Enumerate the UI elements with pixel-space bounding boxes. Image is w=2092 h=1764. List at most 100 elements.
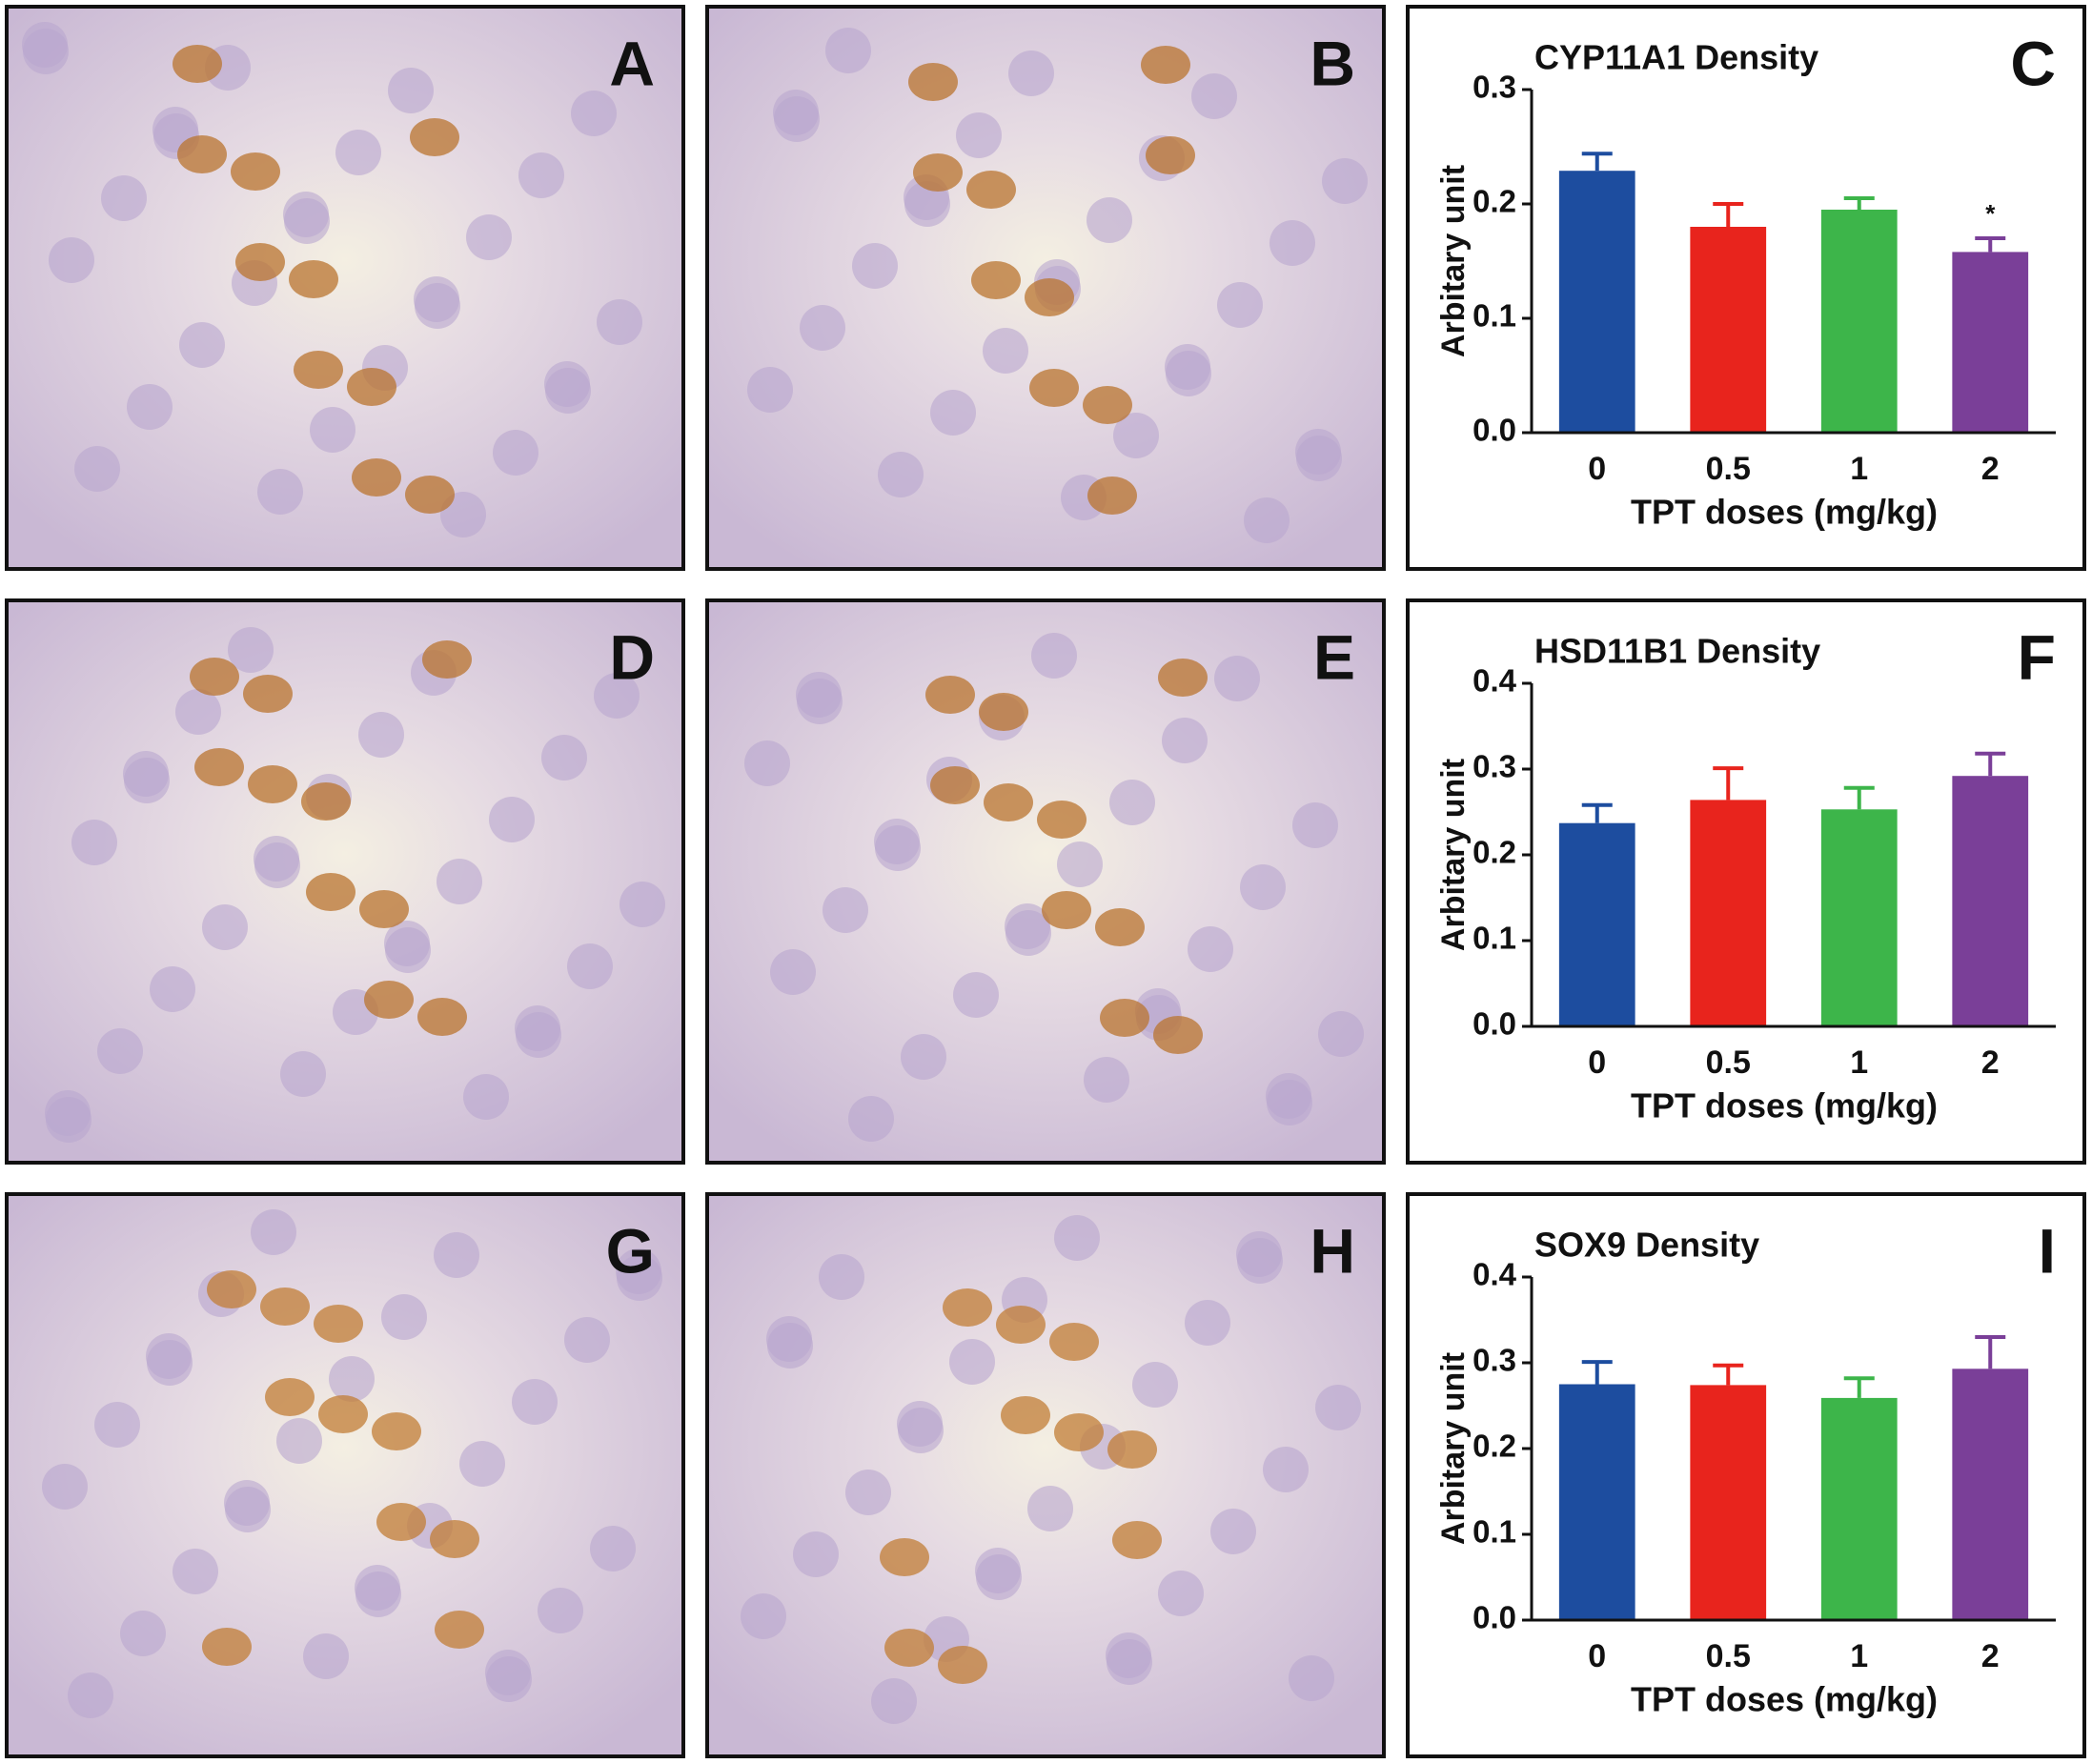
panel-label: G bbox=[606, 1215, 655, 1286]
panel-label: I bbox=[2039, 1215, 2056, 1286]
stained-cell bbox=[430, 1520, 479, 1558]
stained-cell bbox=[1087, 476, 1137, 515]
nucleus bbox=[567, 943, 613, 989]
stained-cell bbox=[417, 998, 467, 1036]
x-axis-label: TPT doses (mg/kg) bbox=[1631, 1680, 1938, 1719]
nucleus bbox=[1031, 633, 1077, 679]
nucleus bbox=[953, 972, 999, 1018]
stained-cell bbox=[1029, 369, 1079, 407]
y-tick-label: 0.0 bbox=[1473, 1006, 1516, 1042]
y-tick-label: 0.2 bbox=[1473, 1429, 1516, 1464]
nucleus bbox=[1191, 73, 1237, 119]
stained-cell bbox=[235, 243, 285, 281]
stained-cell bbox=[1083, 386, 1132, 424]
x-tick-label: 0 bbox=[1588, 1638, 1606, 1674]
stained-cell bbox=[1141, 46, 1190, 84]
nucleus bbox=[594, 673, 640, 719]
nucleus bbox=[94, 1402, 140, 1448]
nucleus bbox=[518, 152, 564, 198]
y-tick-label: 0.3 bbox=[1473, 70, 1516, 105]
nucleus bbox=[1188, 926, 1233, 972]
stained-cell bbox=[173, 45, 222, 83]
nucleus bbox=[463, 1074, 509, 1120]
x-tick-label: 0 bbox=[1588, 1044, 1606, 1081]
nucleus bbox=[49, 237, 94, 283]
x-tick-label: 2 bbox=[1981, 1638, 2000, 1674]
nucleus bbox=[1054, 1215, 1100, 1261]
y-axis-label: Arbitary unit bbox=[1435, 165, 1472, 357]
chart-title: SOX9 Density bbox=[1534, 1226, 1759, 1265]
nucleus bbox=[744, 740, 790, 786]
nucleus bbox=[124, 758, 170, 803]
nucleus bbox=[97, 1028, 143, 1074]
stained-cell bbox=[422, 640, 472, 679]
micrograph bbox=[7, 1194, 683, 1756]
nucleus bbox=[415, 283, 460, 329]
stained-cell bbox=[405, 476, 455, 514]
chart-title: HSD11B1 Density bbox=[1534, 632, 1820, 671]
nucleus bbox=[793, 1531, 839, 1577]
nucleus bbox=[335, 130, 381, 175]
bar bbox=[1690, 1385, 1767, 1620]
bar bbox=[1952, 776, 2029, 1026]
nucleus bbox=[1240, 864, 1286, 910]
nucleus bbox=[571, 91, 617, 136]
x-tick-label: 1 bbox=[1850, 451, 1868, 487]
x-tick-label: 0.5 bbox=[1706, 1044, 1751, 1081]
nucleus bbox=[1027, 1486, 1073, 1531]
y-tick-label: 0.3 bbox=[1473, 1343, 1516, 1378]
nucleus bbox=[310, 407, 355, 453]
nucleus bbox=[120, 1611, 166, 1656]
image-panel: B bbox=[705, 5, 1386, 571]
bar bbox=[1952, 1369, 2029, 1620]
nucleus bbox=[619, 882, 665, 927]
stained-cell bbox=[194, 748, 244, 786]
nucleus bbox=[1166, 351, 1211, 396]
stained-cell bbox=[359, 890, 409, 928]
stained-cell bbox=[1112, 1521, 1162, 1559]
nucleus bbox=[1132, 1362, 1178, 1408]
panel-border bbox=[705, 1192, 1386, 1758]
nucleus bbox=[1087, 197, 1132, 243]
stained-cell bbox=[376, 1503, 426, 1541]
nucleus bbox=[228, 627, 274, 673]
nucleus bbox=[1267, 1080, 1312, 1125]
nucleus bbox=[466, 214, 512, 260]
stained-cell bbox=[177, 135, 227, 173]
panel-label: B bbox=[1310, 28, 1355, 98]
panel-label: A bbox=[609, 28, 655, 98]
stained-cell bbox=[231, 152, 280, 191]
nucleus bbox=[1162, 718, 1208, 763]
nucleus bbox=[173, 1549, 218, 1594]
stained-cell bbox=[1025, 278, 1074, 316]
nucleus bbox=[797, 679, 843, 724]
stained-cell bbox=[314, 1305, 363, 1343]
stained-cell bbox=[984, 783, 1033, 821]
nucleus bbox=[486, 1656, 532, 1702]
nucleus bbox=[225, 1487, 271, 1532]
nucleus bbox=[23, 29, 69, 74]
nucleus bbox=[956, 112, 1002, 158]
stained-cell bbox=[966, 171, 1016, 209]
chart-panel: SOX9 Density I 0.0 0.1 0.2 0.3 0.4 0 0.5 1 2 TPT do… bbox=[1406, 1192, 2086, 1758]
image-panel: D bbox=[5, 598, 685, 1165]
y-tick-label: 0.2 bbox=[1473, 835, 1516, 870]
nucleus bbox=[150, 966, 195, 1012]
stained-cell bbox=[190, 658, 239, 696]
nucleus bbox=[179, 322, 225, 368]
nucleus bbox=[1237, 1238, 1283, 1284]
panel-border bbox=[5, 5, 685, 571]
panel-border bbox=[705, 598, 1386, 1165]
nucleus bbox=[871, 1678, 917, 1724]
stained-cell bbox=[884, 1629, 934, 1667]
image-panel: E bbox=[705, 598, 1386, 1165]
x-axis-label: TPT doses (mg/kg) bbox=[1631, 1086, 1938, 1125]
stained-cell bbox=[364, 981, 414, 1019]
nucleus bbox=[74, 446, 120, 492]
nucleus bbox=[1292, 802, 1338, 848]
bar bbox=[1558, 1384, 1635, 1620]
nucleus bbox=[1113, 413, 1159, 458]
nucleus bbox=[825, 28, 871, 73]
stained-cell bbox=[435, 1611, 484, 1649]
nucleus bbox=[901, 1034, 946, 1080]
